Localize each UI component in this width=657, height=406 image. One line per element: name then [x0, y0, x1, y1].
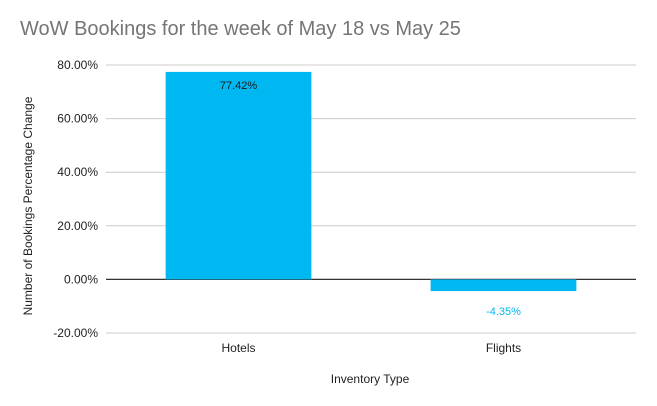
x-tick-label: Flights	[486, 341, 521, 355]
x-axis-label: Inventory Type	[330, 372, 410, 386]
bar-flights	[430, 279, 577, 292]
data-label: -4.35%	[486, 306, 521, 318]
data-label: 77.42%	[220, 80, 258, 92]
bar-hotels	[165, 71, 312, 280]
chart-title: WoW Bookings for the week of May 18 vs M…	[20, 18, 461, 40]
y-tick-label: 20.00%	[57, 219, 98, 233]
y-tick-label: 60.00%	[57, 112, 98, 126]
y-tick-label: 0.00%	[64, 272, 98, 286]
x-tick-label: Hotels	[221, 341, 255, 355]
y-tick-label: 80.00%	[57, 58, 98, 72]
y-tick-label: 40.00%	[57, 165, 98, 179]
y-tick-label: -20.00%	[53, 326, 98, 340]
